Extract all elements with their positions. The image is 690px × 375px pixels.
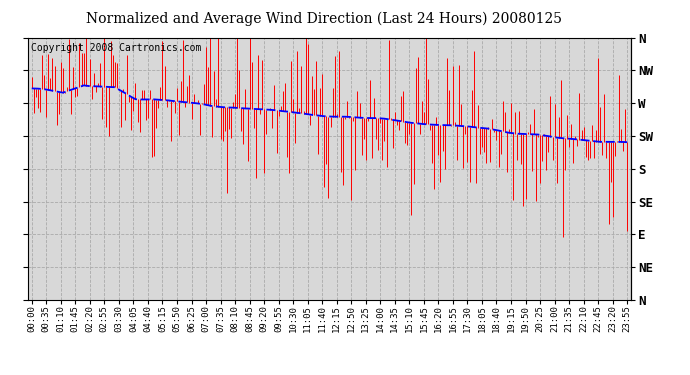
Text: Normalized and Average Wind Direction (Last 24 Hours) 20080125: Normalized and Average Wind Direction (L… [86,11,562,26]
Text: Copyright 2008 Cartronics.com: Copyright 2008 Cartronics.com [30,43,201,53]
